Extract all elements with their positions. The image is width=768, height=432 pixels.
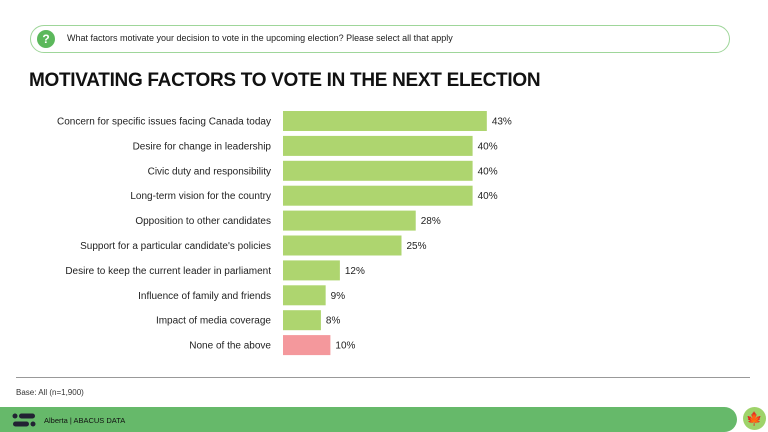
question-text: What factors motivate your decision to v…	[67, 33, 453, 43]
value-label: 43%	[492, 117, 512, 128]
value-label: 40%	[478, 191, 498, 202]
bar	[283, 185, 473, 206]
bar	[283, 111, 487, 131]
value-label: 9%	[331, 291, 346, 302]
footer-source: Alberta | ABACUS DATA	[44, 416, 126, 425]
category-label: Civic duty and responsibility	[148, 166, 271, 177]
category-label: Desire for change in leadership	[133, 141, 272, 152]
chart-title: MOTIVATING FACTORS TO VOTE IN THE NEXT E…	[29, 70, 541, 91]
bar	[283, 210, 416, 231]
category-label: Impact of media coverage	[156, 316, 271, 327]
category-label: Influence of family and friends	[138, 291, 271, 302]
question-banner: ? What factors motivate your decision to…	[30, 25, 730, 53]
category-label: None of the above	[189, 341, 271, 352]
base-note: Base: All (n=1,900)	[16, 388, 84, 397]
footer-bar: Alberta | ABACUS DATA	[0, 407, 737, 432]
bar	[283, 310, 321, 331]
value-label: 28%	[421, 216, 441, 227]
category-label: Concern for specific issues facing Canad…	[57, 117, 271, 128]
category-label: Opposition to other candidates	[135, 216, 271, 227]
value-label: 8%	[326, 316, 341, 327]
category-label: Long-term vision for the country	[130, 191, 271, 202]
bar	[283, 235, 402, 256]
bar	[283, 260, 340, 281]
maple-leaf-icon: 🍁	[743, 407, 766, 430]
bar-chart: Concern for specific issues facing Canad…	[57, 111, 512, 356]
divider	[16, 377, 750, 378]
value-label: 40%	[478, 166, 498, 177]
bar	[283, 135, 473, 156]
value-label: 25%	[407, 241, 427, 252]
value-label: 40%	[478, 141, 498, 152]
bar	[283, 160, 473, 181]
category-label: Support for a particular candidate's pol…	[80, 241, 271, 252]
bar	[283, 335, 331, 356]
category-label: Desire to keep the current leader in par…	[65, 266, 271, 277]
question-icon: ?	[37, 30, 55, 48]
value-label: 10%	[335, 341, 355, 352]
abacus-logo-icon	[12, 413, 36, 427]
value-label: 12%	[345, 266, 365, 277]
bar	[283, 285, 326, 306]
